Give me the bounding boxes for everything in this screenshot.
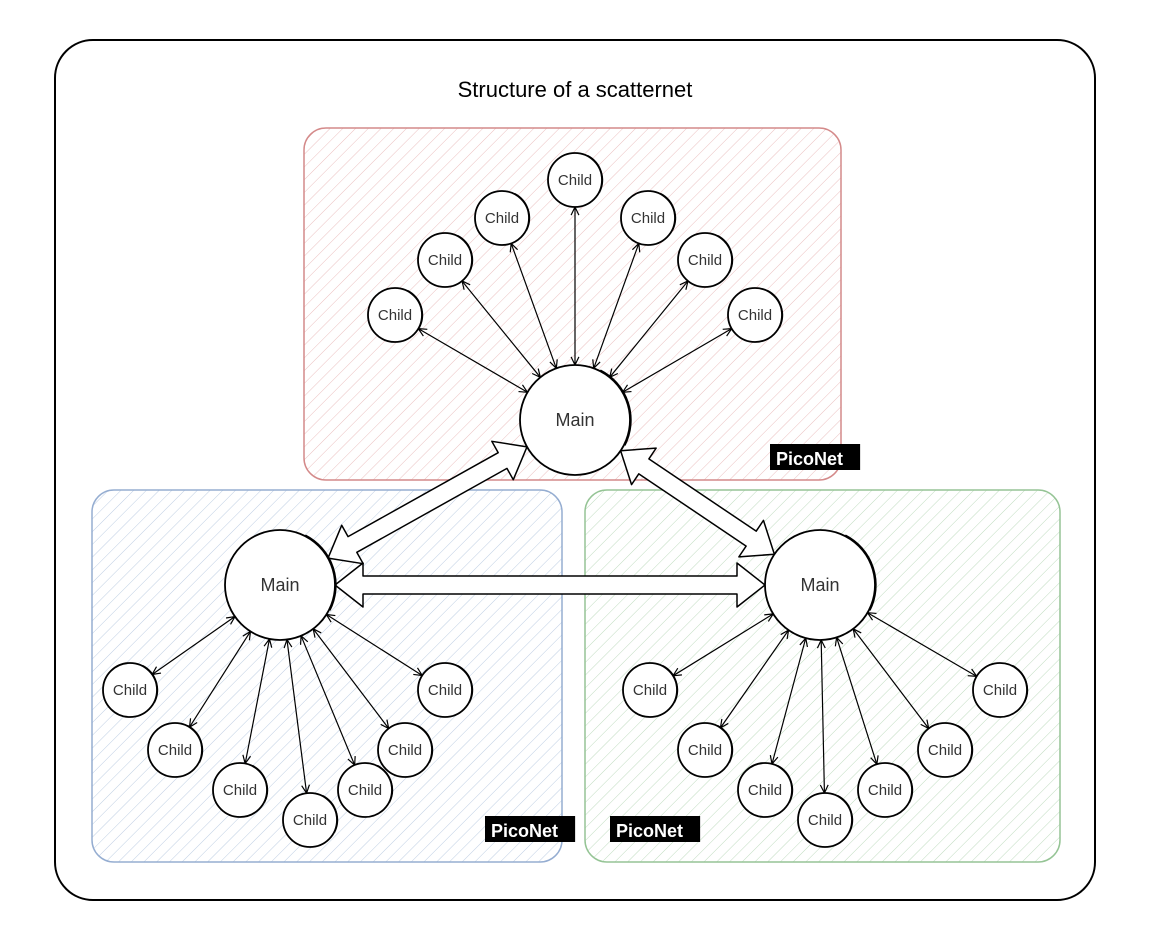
child-node-label: Child xyxy=(223,782,257,799)
child-node: Child xyxy=(338,763,393,817)
child-node: Child xyxy=(678,233,733,287)
child-node: Child xyxy=(418,233,473,287)
child-node: Child xyxy=(548,153,603,207)
child-node: Child xyxy=(621,191,676,245)
child-node-label: Child xyxy=(348,782,382,799)
child-node-label: Child xyxy=(808,812,842,829)
child-node: Child xyxy=(973,663,1028,717)
child-node: Child xyxy=(738,763,793,817)
child-node-label: Child xyxy=(748,782,782,799)
child-node-label: Child xyxy=(688,252,722,269)
child-node: Child xyxy=(368,288,423,342)
child-node-label: Child xyxy=(558,172,592,189)
child-node: Child xyxy=(728,288,783,342)
child-node-label: Child xyxy=(633,682,667,699)
child-node: Child xyxy=(283,793,338,847)
child-node-label: Child xyxy=(983,682,1017,699)
child-node-label: Child xyxy=(388,742,422,759)
child-node: Child xyxy=(623,663,678,717)
child-node: Child xyxy=(103,663,158,717)
piconet-label: PicoNet xyxy=(616,821,683,841)
piconet-label: PicoNet xyxy=(491,821,558,841)
child-node: Child xyxy=(378,723,433,777)
piconet-label: PicoNet xyxy=(776,449,843,469)
child-node: Child xyxy=(918,723,973,777)
main-node: Main xyxy=(765,530,876,640)
child-node-label: Child xyxy=(428,682,462,699)
scatternet-diagram: Structure of a scatternet PicoNet PicoNet P… xyxy=(0,0,1150,937)
main-node: Main xyxy=(520,365,631,475)
main-node-label: Main xyxy=(800,575,839,595)
child-node-label: Child xyxy=(378,307,412,324)
main-node-label: Main xyxy=(260,575,299,595)
child-node-label: Child xyxy=(293,812,327,829)
child-node: Child xyxy=(475,191,530,245)
main-node: Main xyxy=(225,530,336,640)
child-node-label: Child xyxy=(631,210,665,227)
diagram-title: Structure of a scatternet xyxy=(458,77,693,102)
child-node: Child xyxy=(678,723,733,777)
child-node-label: Child xyxy=(738,307,772,324)
main-node-label: Main xyxy=(555,410,594,430)
child-node-label: Child xyxy=(158,742,192,759)
child-node: Child xyxy=(148,723,203,777)
child-node: Child xyxy=(418,663,473,717)
child-node-label: Child xyxy=(928,742,962,759)
child-node-label: Child xyxy=(113,682,147,699)
child-node-label: Child xyxy=(868,782,902,799)
child-node-label: Child xyxy=(688,742,722,759)
child-node: Child xyxy=(858,763,913,817)
child-node-label: Child xyxy=(485,210,519,227)
child-node-label: Child xyxy=(428,252,462,269)
child-node: Child xyxy=(798,793,853,847)
child-node: Child xyxy=(213,763,268,817)
